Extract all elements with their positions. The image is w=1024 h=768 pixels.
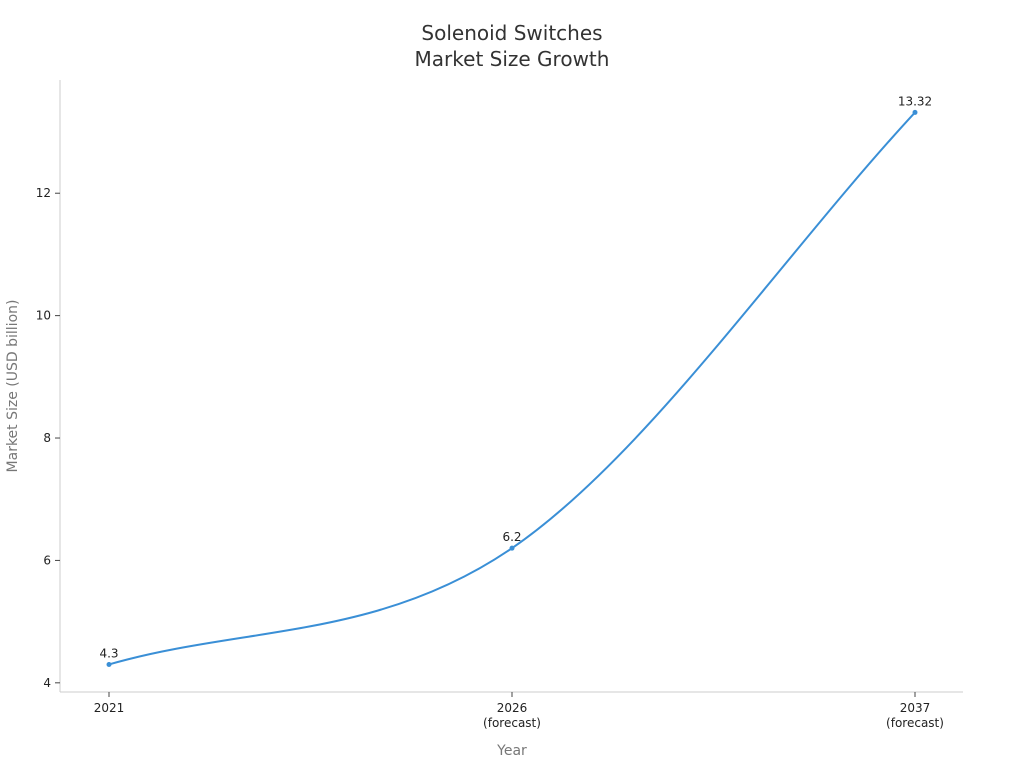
x-tick-label: (forecast)	[886, 716, 944, 730]
y-axis-title: Market Size (USD billion)	[5, 300, 21, 473]
x-axis-title: Year	[496, 743, 527, 759]
data-point	[912, 109, 918, 115]
y-tick-label: 4	[43, 676, 51, 690]
data-label: 4.3	[99, 646, 118, 660]
series-line	[108, 111, 916, 666]
y-axis-ticks: 4 6 8 10 12	[36, 186, 60, 690]
y-tick-label: 12	[36, 186, 51, 200]
data-label: 6.2	[502, 530, 521, 544]
y-tick-label: 8	[43, 431, 51, 445]
x-tick-label: 2026	[497, 701, 528, 715]
series-group: 4.3 6.2 13.32	[99, 94, 932, 667]
x-tick-label: 2037	[900, 701, 931, 715]
y-tick-label: 6	[43, 553, 51, 567]
x-axis-ticks: 2021 2026(forecast)2037(forecast)	[94, 692, 944, 730]
data-point	[106, 661, 112, 667]
data-label: 13.32	[898, 94, 932, 108]
x-tick-label: 2021	[94, 701, 125, 715]
chart-title-line-2: Market Size Growth	[415, 47, 610, 71]
chart-title-line-1: Solenoid Switches	[421, 21, 602, 45]
y-tick-label: 10	[36, 309, 51, 323]
data-point	[509, 545, 515, 551]
x-tick-label: (forecast)	[483, 716, 541, 730]
